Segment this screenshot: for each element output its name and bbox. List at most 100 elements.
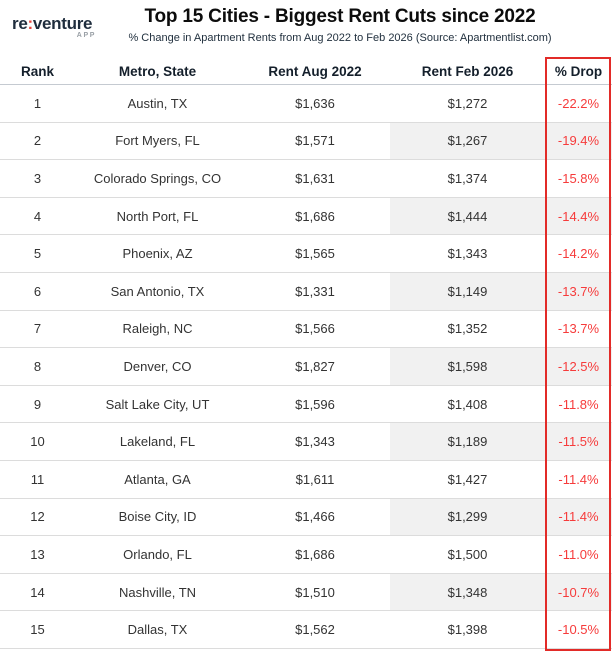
table-row: 13 Orlando, FL $1,686 $1,500 -11.0% (0, 536, 612, 574)
pct-drop-cell: -10.5% (557, 622, 600, 638)
metro-cell: Salt Lake City, UT (105, 396, 210, 412)
rent-feb-cell: $1,398 (447, 622, 488, 638)
table-row: 9 Salt Lake City, UT $1,596 $1,408 -11.8… (0, 386, 612, 424)
pct-drop-cell: -11.4% (558, 471, 599, 487)
column-header-rent-feb: Rent Feb 2026 (421, 63, 514, 79)
rent-feb-cell: $1,444 (390, 197, 545, 235)
table-row: 6 San Antonio, TX $1,331 $1,149 -13.7% (0, 272, 612, 311)
logo-re: re (12, 14, 28, 33)
reventure-wordmark: re:venture (12, 14, 104, 34)
rank-cell: 7 (33, 321, 42, 337)
logo-app-label: APP (76, 32, 96, 39)
rent-aug-cell: $1,827 (295, 358, 335, 374)
metro-cell: Phoenix, AZ (122, 246, 193, 262)
table-row: 8 Denver, CO $1,827 $1,598 -12.5% (0, 348, 612, 386)
rank-cell: 12 (30, 509, 45, 525)
rank-cell: 8 (33, 358, 42, 374)
rent-aug-cell: $1,565 (295, 246, 335, 262)
rent-aug-cell: $1,566 (295, 321, 335, 337)
table-row: 11 Atlanta, GA $1,611 $1,427 -11.4% (0, 461, 612, 499)
rent-feb-cell: $1,427 (447, 471, 488, 487)
rank-cell: 9 (33, 396, 42, 412)
header-bar: re:venture APP Top 15 Cities - Biggest R… (0, 0, 614, 58)
metro-cell: Dallas, TX (127, 622, 188, 638)
rank-cell: 14 (30, 584, 45, 600)
column-header-drop: % Drop (554, 63, 603, 79)
reventure-logo: re:venture APP (12, 14, 104, 39)
rank-cell: 15 (30, 622, 45, 638)
table-row: 7 Raleigh, NC $1,566 $1,352 -13.7% (0, 311, 612, 349)
pct-drop-cell: -11.5% (545, 423, 612, 460)
rent-feb-cell: $1,374 (447, 170, 488, 186)
pct-drop-cell: -13.7% (545, 272, 612, 310)
metro-cell: Lakeland, FL (119, 434, 196, 450)
table-row: 4 North Port, FL $1,686 $1,444 -14.4% (0, 197, 612, 236)
metro-cell: Atlanta, GA (124, 471, 191, 487)
metro-cell: Boise City, ID (118, 509, 197, 525)
rent-aug-cell: $1,466 (295, 509, 335, 525)
page-subtitle: % Change in Apartment Rents from Aug 202… (128, 32, 552, 44)
rent-feb-cell: $1,299 (390, 498, 545, 536)
table-row: 12 Boise City, ID $1,466 $1,299 -11.4% (0, 498, 612, 537)
rent-aug-cell: $1,596 (295, 396, 335, 412)
rank-cell: 6 (33, 283, 42, 299)
table-body: 1 Austin, TX $1,636 $1,272 -22.2% 2 Fort… (0, 85, 612, 649)
rank-cell: 13 (30, 546, 45, 562)
rent-feb-cell: $1,500 (447, 546, 488, 562)
metro-cell: Colorado Springs, CO (93, 170, 222, 186)
metro-cell: Orlando, FL (123, 546, 192, 562)
logo-colon: : (27, 14, 33, 33)
rank-cell: 11 (30, 471, 45, 487)
rent-aug-cell: $1,636 (295, 95, 335, 111)
metro-cell: North Port, FL (116, 208, 199, 224)
rank-cell: 5 (33, 246, 42, 262)
rent-feb-cell: $1,272 (447, 95, 488, 111)
metro-cell: San Antonio, TX (110, 283, 205, 299)
pct-drop-cell: -15.8% (557, 170, 600, 186)
pct-drop-cell: -22.2% (557, 95, 600, 111)
metro-cell: Austin, TX (127, 95, 188, 111)
page-title: Top 15 Cities - Biggest Rent Cuts since … (144, 6, 536, 27)
metro-cell: Fort Myers, FL (115, 133, 200, 149)
rent-aug-cell: $1,562 (295, 622, 335, 638)
rent-aug-cell: $1,611 (295, 471, 335, 487)
column-header-metro: Metro, State (118, 63, 197, 79)
table-row: 3 Colorado Springs, CO $1,631 $1,374 -15… (0, 160, 612, 198)
rent-aug-cell: $1,686 (295, 546, 335, 562)
rent-table: Rank Metro, State Rent Aug 2022 Rent Feb… (0, 57, 612, 651)
table-row: 15 Dallas, TX $1,562 $1,398 -10.5% (0, 611, 612, 649)
rent-aug-cell: $1,331 (295, 283, 335, 299)
rent-aug-cell: $1,510 (295, 584, 335, 600)
title-block: Top 15 Cities - Biggest Rent Cuts since … (70, 6, 610, 44)
pct-drop-cell: -13.7% (557, 321, 600, 337)
metro-cell: Nashville, TN (118, 584, 197, 600)
metro-cell: Denver, CO (123, 358, 192, 374)
pct-drop-cell: -12.5% (545, 348, 612, 385)
table-row: 2 Fort Myers, FL $1,571 $1,267 -19.4% (0, 122, 612, 161)
pct-drop-cell: -11.4% (545, 498, 612, 536)
logo-venture: venture (32, 14, 93, 33)
column-header-rent-aug: Rent Aug 2022 (268, 63, 362, 79)
pct-drop-cell: -11.0% (558, 546, 599, 562)
table-row: 14 Nashville, TN $1,510 $1,348 -10.7% (0, 573, 612, 612)
pct-drop-cell: -10.7% (545, 573, 612, 611)
table-row: 10 Lakeland, FL $1,343 $1,189 -11.5% (0, 423, 612, 461)
pct-drop-cell: -14.2% (557, 246, 600, 262)
rent-aug-cell: $1,571 (295, 133, 335, 149)
rent-feb-cell: $1,149 (390, 272, 545, 310)
rank-cell: 4 (33, 208, 42, 224)
column-header-rank: Rank (20, 63, 54, 79)
pct-drop-cell: -11.8% (558, 396, 599, 412)
pct-drop-cell: -19.4% (545, 122, 612, 160)
rent-feb-cell: $1,348 (390, 573, 545, 611)
rank-cell: 1 (33, 95, 42, 111)
rent-aug-cell: $1,631 (295, 170, 335, 186)
table-header-row: Rank Metro, State Rent Aug 2022 Rent Feb… (0, 58, 612, 85)
rent-feb-cell: $1,352 (447, 321, 488, 337)
metro-cell: Raleigh, NC (122, 321, 193, 337)
table-row: 5 Phoenix, AZ $1,565 $1,343 -14.2% (0, 235, 612, 273)
rent-feb-cell: $1,598 (390, 348, 545, 385)
table-row: 1 Austin, TX $1,636 $1,272 -22.2% (0, 85, 612, 123)
rank-cell: 10 (30, 434, 45, 450)
